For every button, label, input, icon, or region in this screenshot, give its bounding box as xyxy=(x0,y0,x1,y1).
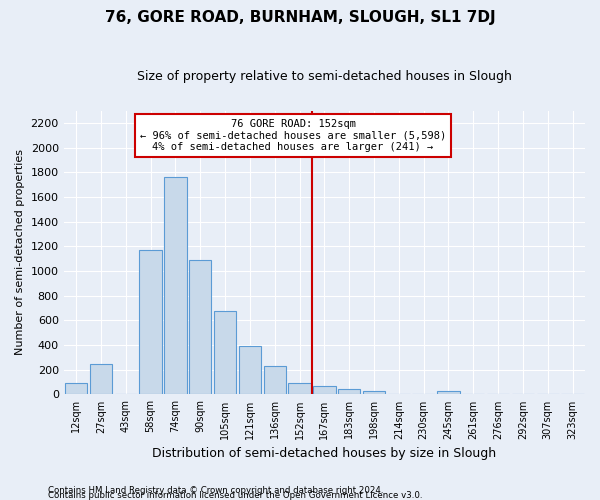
Bar xyxy=(65,382,87,394)
Bar xyxy=(239,346,261,395)
Bar xyxy=(363,390,385,394)
Bar xyxy=(289,384,311,394)
Bar xyxy=(214,311,236,394)
Y-axis label: Number of semi-detached properties: Number of semi-detached properties xyxy=(15,150,25,356)
Bar xyxy=(263,366,286,394)
Text: 76, GORE ROAD, BURNHAM, SLOUGH, SL1 7DJ: 76, GORE ROAD, BURNHAM, SLOUGH, SL1 7DJ xyxy=(104,10,496,25)
Text: Contains HM Land Registry data © Crown copyright and database right 2024.: Contains HM Land Registry data © Crown c… xyxy=(48,486,383,495)
Bar xyxy=(139,250,162,394)
Title: Size of property relative to semi-detached houses in Slough: Size of property relative to semi-detach… xyxy=(137,70,512,83)
Bar xyxy=(338,390,361,394)
X-axis label: Distribution of semi-detached houses by size in Slough: Distribution of semi-detached houses by … xyxy=(152,447,496,460)
Bar xyxy=(437,392,460,394)
Bar xyxy=(90,364,112,394)
Bar xyxy=(164,177,187,394)
Text: 76 GORE ROAD: 152sqm
← 96% of semi-detached houses are smaller (5,598)
4% of sem: 76 GORE ROAD: 152sqm ← 96% of semi-detac… xyxy=(140,119,446,152)
Bar xyxy=(313,386,335,394)
Bar xyxy=(189,260,211,394)
Text: Contains public sector information licensed under the Open Government Licence v3: Contains public sector information licen… xyxy=(48,491,422,500)
